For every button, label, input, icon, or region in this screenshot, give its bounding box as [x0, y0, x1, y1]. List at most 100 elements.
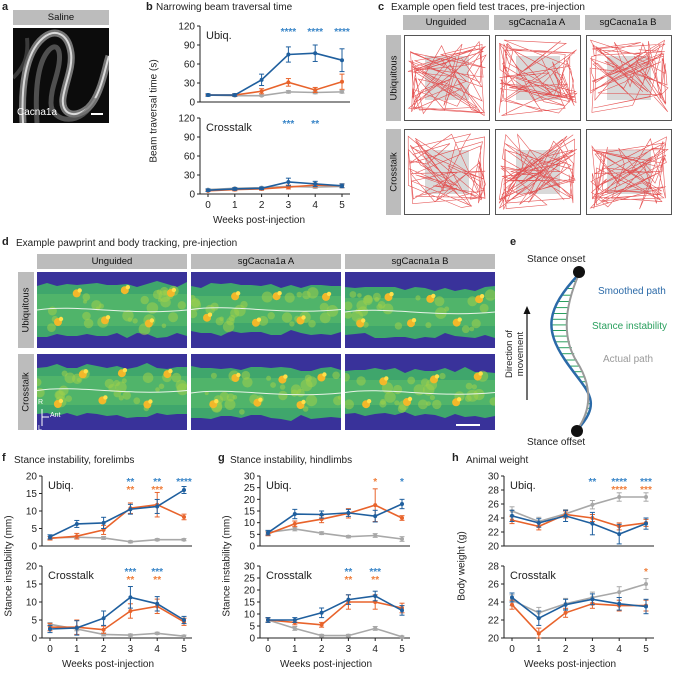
body-centerline	[191, 307, 341, 312]
chart-subtitle: Ubiq.	[48, 480, 74, 492]
density-blob	[425, 322, 432, 329]
panel-d-label: d	[2, 236, 9, 248]
density-blob	[239, 409, 245, 415]
y-tick-label: 0	[31, 542, 37, 553]
density-blob	[356, 300, 367, 311]
data-point	[74, 521, 79, 526]
y-tick-label: 26	[488, 500, 500, 511]
data-point	[286, 89, 291, 94]
panel-h-xlabel: Weeks post-injection	[523, 659, 617, 670]
data-point	[292, 626, 297, 631]
actual-path-label: Actual path	[603, 354, 654, 365]
density-blob	[205, 304, 215, 315]
density-blob	[473, 389, 485, 401]
y-tick-label: 10	[244, 518, 256, 529]
series-line-blue	[49, 489, 185, 538]
pawprint-toe	[236, 372, 241, 378]
data-point	[48, 534, 52, 539]
density-blob	[296, 388, 305, 398]
y-tick-label: 120	[178, 22, 195, 33]
openfield-trace	[404, 129, 490, 215]
density-blob	[108, 384, 117, 392]
density-blob	[47, 306, 57, 316]
data-point	[340, 89, 344, 94]
data-point	[101, 535, 106, 540]
series-line-blue	[49, 596, 185, 630]
data-point	[74, 625, 79, 630]
y-tick-label: 20	[26, 472, 38, 483]
density-blob	[484, 289, 495, 301]
data-point	[617, 590, 622, 595]
density-blob	[83, 318, 94, 329]
density-blob	[489, 397, 495, 406]
panel-f-ylabel: Stance instability (mm)	[3, 515, 15, 617]
pawprint-toe	[58, 316, 64, 322]
data-point	[510, 513, 514, 518]
chart-subtitle: Crosstalk	[48, 570, 94, 582]
data-point	[266, 618, 270, 622]
panel-f-title: Stance instability, forelimbs	[14, 455, 135, 466]
density-blob	[307, 287, 319, 299]
y-tick-label: 5	[31, 524, 37, 535]
pawprint-toe	[168, 368, 173, 374]
x-tick-label: 0	[205, 200, 211, 211]
data-point	[128, 595, 133, 600]
density-blob	[471, 384, 477, 390]
series-line-blue	[267, 503, 403, 534]
panel-a-header: Saline	[13, 10, 109, 25]
actual-path-line	[565, 273, 590, 431]
density-blob	[240, 300, 248, 309]
openfield-trace	[404, 35, 490, 121]
density-blob	[393, 384, 403, 395]
density-blob	[397, 404, 407, 413]
y-tick-label: 24	[488, 598, 500, 609]
d-row-ubiquitous-text: Ubiquitous	[20, 287, 32, 333]
y-tick-label: 28	[488, 486, 500, 497]
significance-marker: ****	[176, 477, 192, 488]
density-blob	[161, 323, 167, 329]
data-point	[259, 186, 264, 191]
density-blob	[160, 296, 171, 308]
pawprint-heatmap	[37, 272, 187, 348]
stance-offset-dot	[571, 425, 583, 437]
data-point	[346, 534, 351, 539]
density-blob	[296, 291, 303, 298]
density-blob	[479, 303, 489, 313]
density-blob	[191, 309, 198, 319]
d-row-crosstalk-text: Crosstalk	[20, 372, 32, 412]
density-blob	[345, 372, 350, 382]
y-tick-label: 60	[184, 60, 196, 71]
stance-onset-label: Stance onset	[527, 254, 586, 265]
density-blob	[122, 310, 134, 322]
density-blob	[418, 399, 428, 410]
x-tick-label: 1	[536, 644, 542, 655]
panel-g-title: Stance instability, hindlimbs	[230, 455, 353, 466]
density-blob	[284, 292, 295, 303]
density-blob	[281, 312, 293, 323]
y-tick-label: 30	[488, 472, 500, 483]
smoothed-path-label: Smoothed path	[598, 286, 666, 297]
data-point	[373, 533, 378, 538]
data-point	[266, 530, 270, 535]
pawprint-toe	[207, 312, 213, 317]
density-blob	[305, 376, 317, 388]
cacna1a-image-label: Cacna1a	[17, 107, 58, 118]
density-blob	[380, 398, 386, 405]
x-tick-label: 5	[643, 644, 649, 655]
stance-onset-dot	[573, 266, 585, 278]
density-blob	[337, 395, 341, 400]
panel-a-label: a	[2, 1, 9, 13]
y-tick-label: 0	[249, 542, 255, 553]
c-col-sga: sgCacna1a A	[494, 15, 580, 30]
series-line-blue	[208, 52, 343, 96]
data-point	[101, 520, 106, 525]
density-blob	[155, 387, 160, 392]
density-blob	[349, 291, 357, 298]
pawprint-toe	[478, 371, 483, 376]
x-tick-label: 3	[286, 200, 292, 211]
significance-marker: ***	[151, 485, 163, 496]
series-line-gray	[511, 583, 647, 614]
y-tick-label: 25	[244, 483, 256, 494]
data-point	[563, 610, 568, 615]
panel-b-title: Narrowing beam traversal time	[156, 2, 293, 13]
